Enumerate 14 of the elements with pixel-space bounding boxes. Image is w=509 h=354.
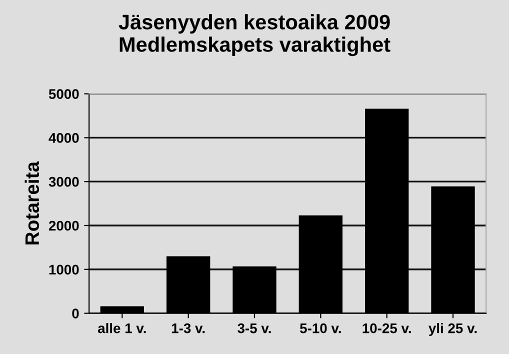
x-tick-label: 5-10 v. — [300, 323, 341, 334]
x-tick-label: alle 1 v. — [98, 323, 146, 334]
x-tick-label: yli 25 v. — [428, 323, 477, 336]
y-axis-title: Rotareita — [24, 161, 40, 244]
y-tick-label: 1000 — [49, 264, 79, 275]
y-tick-label: 4000 — [48, 133, 79, 143]
x-tick-label: 10-25 v. — [362, 323, 411, 334]
chart-title: Jäsenyyden kestoaika 2009 Medlemskapets varaktighet — [118, 14, 390, 56]
y-tick-label: 3000 — [48, 176, 79, 187]
y-tick-label: 0 — [72, 308, 79, 318]
x-tick-label: 3-5 v. — [238, 323, 271, 334]
x-tick-label: 1-3 v. — [172, 323, 205, 334]
y-tick-label: 2000 — [48, 220, 79, 231]
y-tick-label: 5000 — [48, 89, 79, 99]
